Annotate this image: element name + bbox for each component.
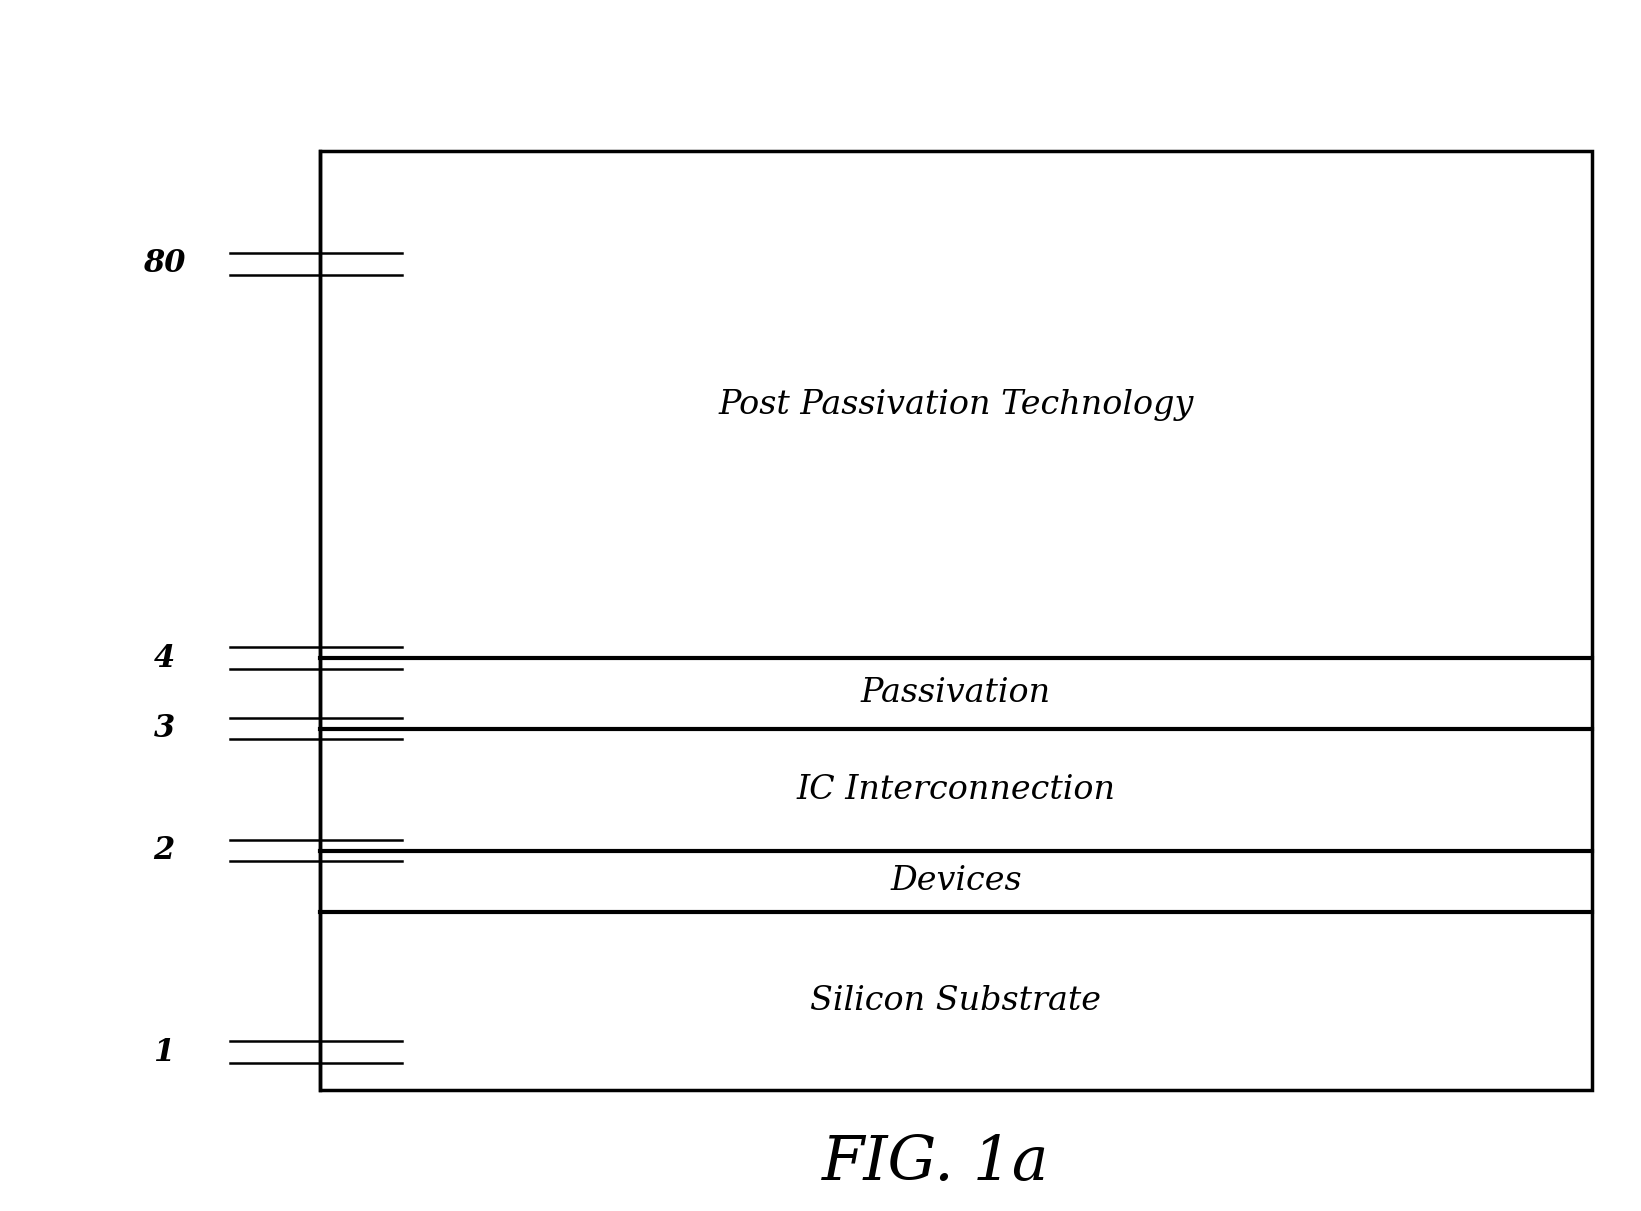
Text: 80: 80 bbox=[143, 248, 185, 280]
Bar bbox=[320, 151, 1592, 1090]
Text: Devices: Devices bbox=[889, 865, 1022, 897]
Text: 3: 3 bbox=[154, 713, 174, 744]
Text: FIG. 1a: FIG. 1a bbox=[822, 1132, 1049, 1193]
Text: Post Passivation Technology: Post Passivation Technology bbox=[719, 389, 1193, 420]
Text: IC Interconnection: IC Interconnection bbox=[796, 774, 1116, 805]
Text: 2: 2 bbox=[154, 836, 174, 866]
Text: Silicon Substrate: Silicon Substrate bbox=[811, 985, 1101, 1017]
Text: 4: 4 bbox=[154, 643, 174, 673]
Text: Passivation: Passivation bbox=[862, 677, 1050, 710]
Text: 1: 1 bbox=[154, 1037, 174, 1068]
